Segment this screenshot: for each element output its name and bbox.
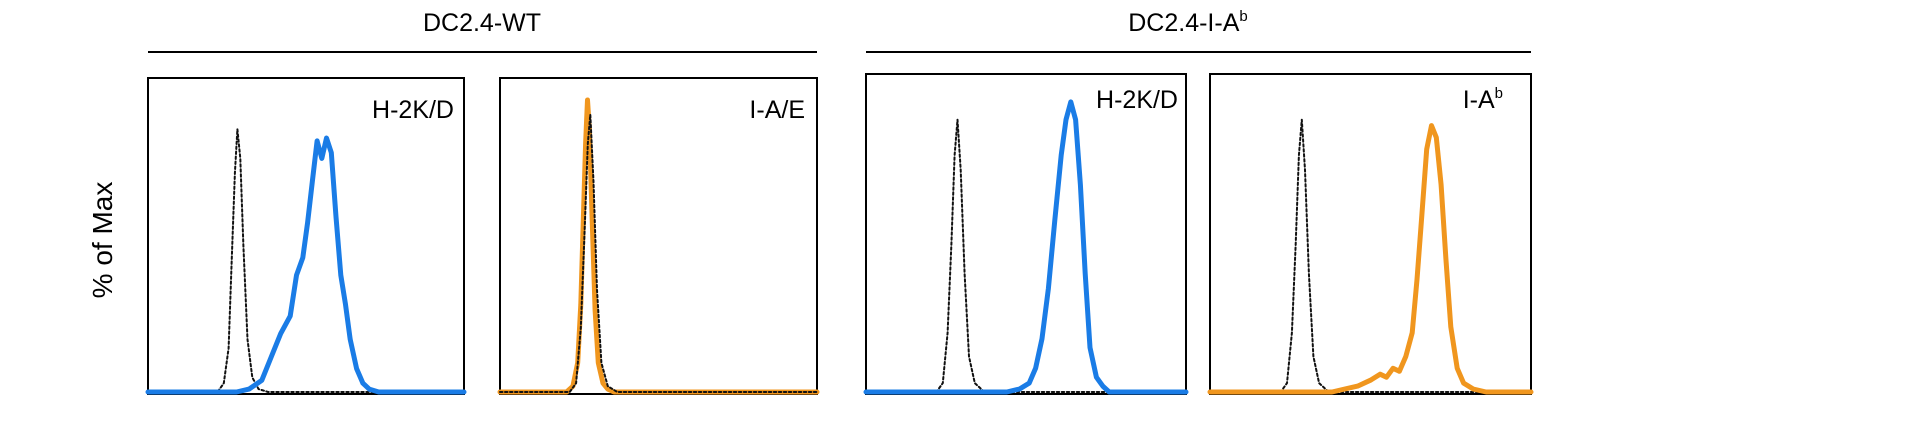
panel-label-text: I-A — [1463, 86, 1495, 114]
stained-histogram-line — [1207, 123, 1534, 395]
panel-label-sup: b — [1495, 85, 1503, 102]
group-title-wt: DC2.4-WT — [423, 9, 541, 37]
group-title-iab: DC2.4-I-Ab — [1128, 8, 1247, 37]
panel-label: H-2K/D — [1096, 86, 1178, 114]
group-title-iab-text: DC2.4-I-A — [1128, 9, 1239, 37]
stained-histogram-line — [863, 99, 1189, 395]
group-title-iab-sup: b — [1239, 8, 1247, 25]
panel-frame — [499, 77, 818, 395]
stained-histogram-line — [497, 97, 820, 395]
stained-histogram-line — [145, 135, 467, 395]
y-axis-label: % of Max — [87, 182, 118, 299]
control-histogram-line — [1209, 118, 1532, 393]
panel-label: I-A/E — [749, 96, 805, 124]
panel-label-text: H-2K/D — [1096, 86, 1178, 114]
panel-wt-h2kd: H-2K/D — [145, 77, 467, 395]
control-histogram-line — [865, 118, 1187, 393]
panel-label-text: H-2K/D — [372, 96, 454, 124]
panel-wt-iae: I-A/E — [497, 77, 820, 395]
control-histogram-line — [147, 128, 465, 393]
panel-iab-iab: I-Ab — [1207, 73, 1534, 395]
panel-frame — [1209, 73, 1532, 395]
control-histogram-line — [499, 113, 818, 393]
panel-label: H-2K/D — [372, 96, 454, 124]
panel-label: I-Ab — [1463, 85, 1503, 114]
panel-frame — [147, 77, 465, 395]
panel-frame — [865, 73, 1187, 395]
panel-label-text: I-A/E — [749, 96, 805, 124]
group-title-wt-text: DC2.4-WT — [423, 9, 541, 37]
panel-iab-h2kd: H-2K/D — [863, 73, 1189, 395]
